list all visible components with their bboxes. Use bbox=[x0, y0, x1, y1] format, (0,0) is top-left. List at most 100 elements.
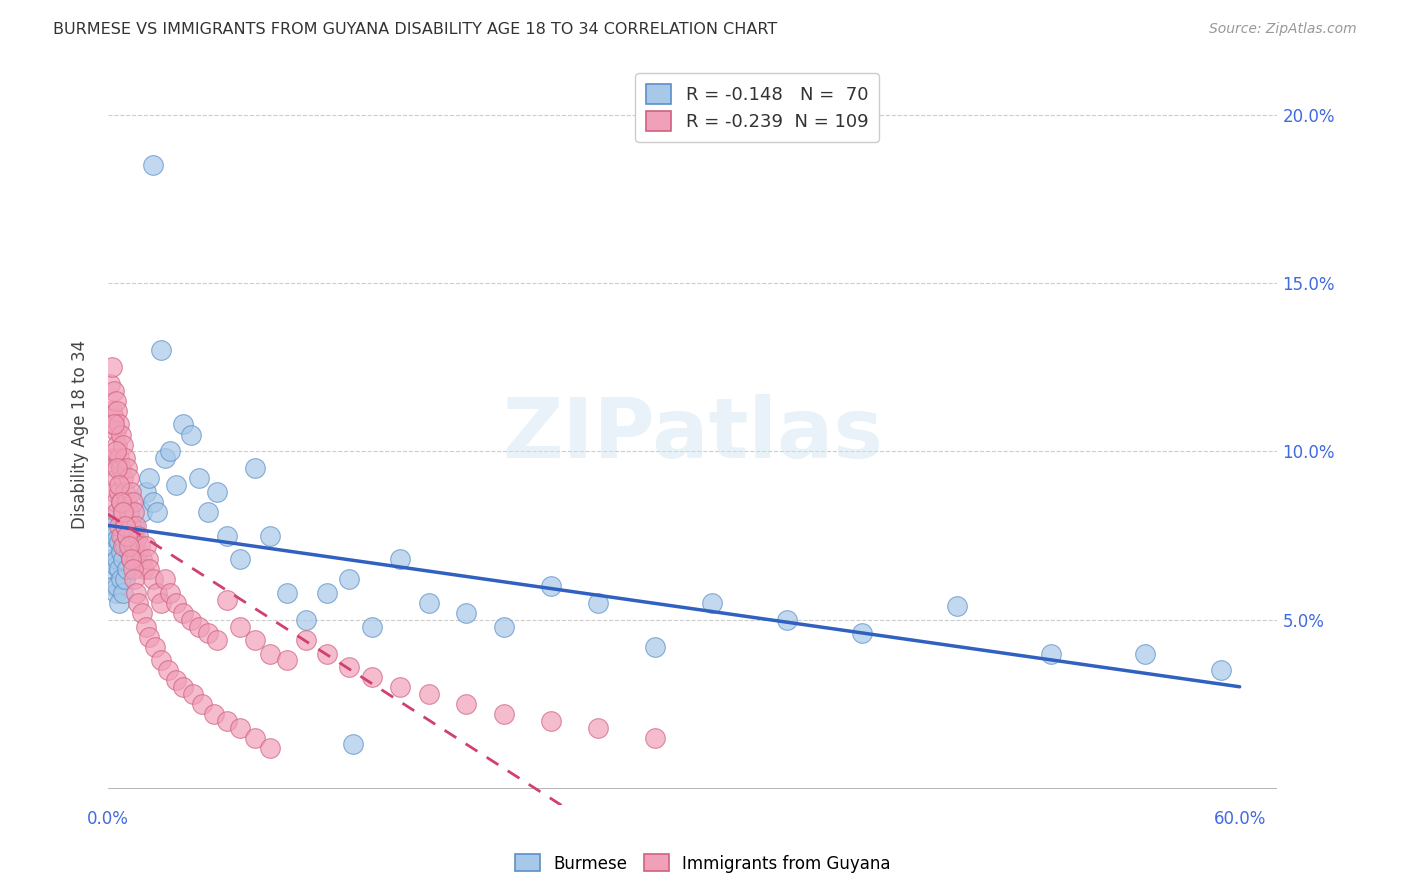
Point bbox=[110, 528, 132, 542]
Point bbox=[121, 562, 143, 576]
Point bbox=[103, 484, 125, 499]
Point bbox=[202, 707, 225, 722]
Point bbox=[135, 484, 157, 499]
Point bbox=[124, 573, 146, 587]
Point bbox=[1040, 647, 1063, 661]
Point bbox=[104, 495, 127, 509]
Point bbox=[243, 731, 266, 745]
Point bbox=[159, 586, 181, 600]
Point bbox=[197, 505, 219, 519]
Point bbox=[103, 384, 125, 398]
Point bbox=[115, 518, 138, 533]
Point bbox=[114, 484, 136, 499]
Point bbox=[107, 438, 129, 452]
Point bbox=[129, 539, 152, 553]
Point bbox=[125, 586, 148, 600]
Point bbox=[165, 478, 187, 492]
Point bbox=[259, 647, 281, 661]
Point bbox=[339, 660, 361, 674]
Point bbox=[103, 410, 125, 425]
Point bbox=[112, 586, 135, 600]
Point bbox=[165, 596, 187, 610]
Point bbox=[103, 417, 125, 432]
Point bbox=[276, 586, 298, 600]
Point bbox=[494, 619, 516, 633]
Point bbox=[108, 596, 131, 610]
Point bbox=[138, 471, 160, 485]
Point bbox=[700, 596, 723, 610]
Point bbox=[112, 528, 135, 542]
Point bbox=[108, 518, 131, 533]
Point bbox=[110, 573, 132, 587]
Point bbox=[339, 573, 361, 587]
Point bbox=[215, 714, 238, 728]
Point bbox=[146, 505, 169, 519]
Point bbox=[181, 687, 204, 701]
Point bbox=[315, 647, 337, 661]
Point bbox=[112, 552, 135, 566]
Point bbox=[110, 495, 132, 509]
Point bbox=[389, 552, 412, 566]
Point bbox=[104, 393, 127, 408]
Point bbox=[945, 599, 967, 614]
Point bbox=[115, 562, 138, 576]
Point bbox=[276, 653, 298, 667]
Point bbox=[1135, 647, 1157, 661]
Point bbox=[295, 633, 318, 648]
Text: ZIPatlas: ZIPatlas bbox=[502, 394, 883, 475]
Point bbox=[104, 586, 127, 600]
Point bbox=[172, 680, 194, 694]
Point bbox=[131, 505, 153, 519]
Point bbox=[851, 626, 873, 640]
Point bbox=[100, 451, 122, 466]
Point bbox=[112, 539, 135, 553]
Point bbox=[115, 528, 138, 542]
Point bbox=[108, 451, 131, 466]
Point bbox=[540, 579, 562, 593]
Point bbox=[187, 619, 209, 633]
Point bbox=[124, 518, 146, 533]
Point bbox=[121, 495, 143, 509]
Point bbox=[107, 579, 129, 593]
Point bbox=[165, 673, 187, 688]
Point bbox=[100, 404, 122, 418]
Point bbox=[114, 539, 136, 553]
Point bbox=[142, 158, 165, 172]
Point bbox=[207, 633, 229, 648]
Point bbox=[112, 505, 135, 519]
Point bbox=[132, 562, 155, 576]
Point bbox=[229, 619, 252, 633]
Point bbox=[644, 640, 666, 654]
Point bbox=[110, 545, 132, 559]
Point bbox=[118, 471, 141, 485]
Legend: R = -0.148   N =  70, R = -0.239  N = 109: R = -0.148 N = 70, R = -0.239 N = 109 bbox=[636, 73, 879, 142]
Point bbox=[125, 532, 148, 546]
Point bbox=[121, 528, 143, 542]
Text: Source: ZipAtlas.com: Source: ZipAtlas.com bbox=[1209, 22, 1357, 37]
Point bbox=[142, 573, 165, 587]
Point bbox=[120, 518, 142, 533]
Point bbox=[98, 528, 121, 542]
Point bbox=[644, 731, 666, 745]
Point bbox=[120, 539, 142, 553]
Point bbox=[114, 518, 136, 533]
Point bbox=[197, 626, 219, 640]
Point bbox=[120, 552, 142, 566]
Point bbox=[104, 444, 127, 458]
Point bbox=[103, 539, 125, 553]
Point bbox=[98, 377, 121, 392]
Point bbox=[135, 619, 157, 633]
Point bbox=[229, 552, 252, 566]
Point bbox=[125, 518, 148, 533]
Point bbox=[136, 552, 159, 566]
Point bbox=[207, 484, 229, 499]
Point bbox=[124, 539, 146, 553]
Point bbox=[120, 552, 142, 566]
Point bbox=[107, 461, 129, 475]
Point bbox=[588, 721, 610, 735]
Point bbox=[104, 558, 127, 573]
Point bbox=[361, 670, 384, 684]
Point bbox=[118, 539, 141, 553]
Point bbox=[104, 458, 127, 472]
Point bbox=[149, 343, 172, 358]
